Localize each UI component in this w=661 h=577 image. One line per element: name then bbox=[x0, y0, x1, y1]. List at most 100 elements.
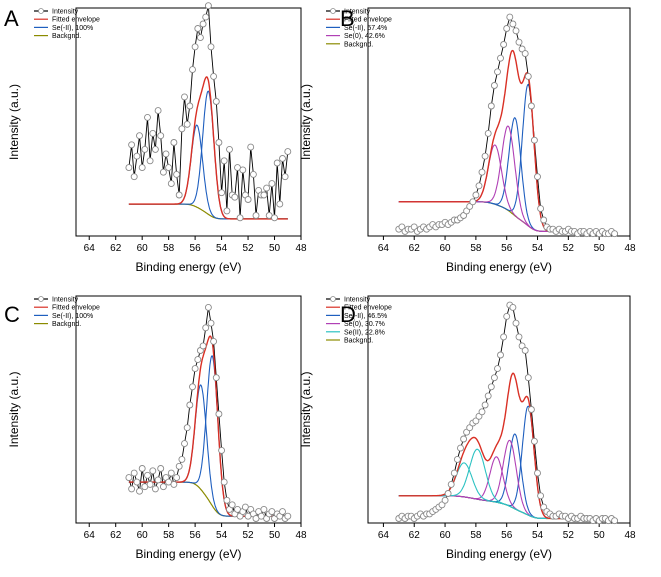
panel-letter: B bbox=[340, 6, 355, 31]
x-tick-label: 54 bbox=[216, 530, 228, 541]
x-tick-label: 62 bbox=[110, 530, 122, 541]
x-tick-label: 50 bbox=[594, 243, 606, 254]
x-tick-label: 58 bbox=[163, 243, 175, 254]
data-point bbox=[231, 193, 239, 201]
x-tick-label: 62 bbox=[110, 243, 122, 254]
data-point bbox=[500, 41, 508, 48]
data-point bbox=[207, 43, 215, 51]
data-point bbox=[472, 417, 480, 425]
y-axis-title: Intensity (a.u.) bbox=[7, 371, 21, 447]
data-point bbox=[183, 424, 191, 432]
legend-label: Se(-II), 46.5% bbox=[344, 313, 387, 320]
data-point bbox=[450, 469, 458, 477]
data-point bbox=[144, 113, 151, 121]
data-point bbox=[144, 471, 151, 479]
data-point bbox=[537, 205, 545, 213]
data-point bbox=[167, 469, 175, 477]
x-tick-label: 54 bbox=[532, 530, 544, 541]
data-point bbox=[149, 467, 157, 475]
data-point bbox=[521, 347, 529, 354]
legend-marker bbox=[38, 296, 44, 302]
data-point bbox=[212, 374, 220, 382]
data-point bbox=[178, 125, 186, 133]
data-point bbox=[484, 392, 492, 400]
data-point bbox=[128, 485, 136, 493]
data-point bbox=[478, 408, 486, 416]
data-point bbox=[186, 401, 194, 409]
x-tick-label: 50 bbox=[594, 530, 606, 541]
data-point bbox=[512, 27, 520, 35]
y-axis-title: Intensity (a.u.) bbox=[299, 84, 313, 160]
x-tick-label: 58 bbox=[470, 243, 482, 254]
data-point bbox=[207, 319, 215, 327]
data-point bbox=[165, 164, 173, 172]
data-point bbox=[453, 455, 461, 463]
data-point bbox=[273, 159, 281, 167]
data-point bbox=[173, 474, 181, 482]
legend-label: Se(0), 42.6% bbox=[344, 33, 385, 40]
data-point bbox=[521, 50, 529, 58]
data-point bbox=[537, 492, 545, 500]
legend-label: Fitted envelope bbox=[344, 17, 392, 24]
legend-label: Fitted envelope bbox=[52, 305, 100, 312]
data-point bbox=[284, 148, 292, 156]
data-point bbox=[460, 435, 468, 443]
data-point bbox=[524, 374, 532, 382]
data-point bbox=[441, 496, 449, 504]
data-point bbox=[218, 189, 226, 197]
data-point bbox=[210, 72, 218, 80]
data-point bbox=[271, 214, 278, 222]
data-point bbox=[228, 501, 236, 509]
component-peak bbox=[128, 384, 288, 517]
data-point bbox=[494, 68, 501, 76]
data-point bbox=[167, 180, 175, 188]
data-point bbox=[218, 446, 226, 454]
data-point bbox=[138, 164, 146, 172]
data-point bbox=[159, 483, 167, 491]
data-point bbox=[279, 155, 286, 162]
data-point bbox=[199, 342, 207, 350]
x-tick-label: 60 bbox=[439, 530, 451, 541]
data-point bbox=[220, 478, 228, 486]
data-point bbox=[186, 102, 194, 110]
legend-label: Backgnd. bbox=[344, 41, 373, 48]
data-point bbox=[141, 145, 149, 153]
component-peak bbox=[398, 116, 615, 232]
data-point bbox=[133, 478, 141, 486]
data-point bbox=[239, 166, 247, 174]
legend-label: Se(-II), 57.4% bbox=[344, 25, 387, 32]
x-axis-title: Binding energy (eV) bbox=[135, 260, 241, 274]
data-point bbox=[611, 230, 619, 238]
data-point bbox=[475, 182, 483, 190]
data-point bbox=[515, 38, 523, 46]
y-axis-title: Intensity (a.u.) bbox=[299, 371, 313, 447]
data-point bbox=[194, 25, 202, 32]
x-tick-label: 52 bbox=[242, 530, 254, 541]
data-point bbox=[138, 465, 146, 472]
plot-frame bbox=[367, 295, 631, 524]
data-point bbox=[284, 512, 292, 520]
data-point bbox=[515, 333, 523, 341]
data-point bbox=[223, 496, 231, 504]
legend-marker bbox=[330, 8, 336, 14]
data-point bbox=[247, 143, 255, 151]
data-point bbox=[472, 191, 480, 199]
data-point bbox=[181, 93, 188, 101]
y-axis-title: Intensity (a.u.) bbox=[7, 84, 21, 160]
data-point bbox=[130, 469, 138, 477]
fitted-envelope bbox=[398, 49, 615, 233]
data-point bbox=[220, 157, 228, 165]
plot-frame bbox=[75, 7, 302, 237]
data-point bbox=[146, 157, 154, 165]
panel-b: B 64 62 60 58 56 54 52 50 48 Binding energy (eV) In… bbox=[299, 6, 636, 274]
data-point bbox=[281, 173, 289, 181]
data-point bbox=[199, 20, 207, 28]
component-peak bbox=[398, 144, 615, 232]
data-point bbox=[534, 469, 541, 477]
data-point bbox=[534, 173, 541, 181]
data-point bbox=[497, 351, 504, 359]
data-point bbox=[162, 150, 170, 158]
